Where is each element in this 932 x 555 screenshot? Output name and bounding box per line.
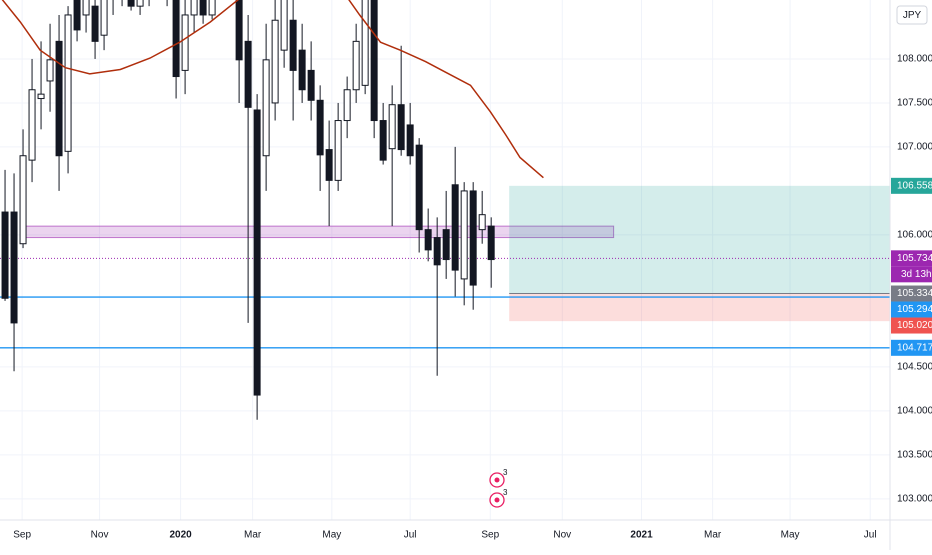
event-dot [494, 497, 500, 503]
candle-body [343, 89, 351, 122]
candle-body [370, 0, 378, 122]
y-tick-label: 106.000 [897, 230, 932, 241]
moving-average [1, 0, 544, 179]
x-tick-label: May [781, 530, 800, 541]
candle-body [28, 89, 36, 161]
price-label: 105.294 [897, 304, 932, 315]
candle-body [262, 59, 270, 157]
event-dot [494, 477, 500, 483]
candle-body [244, 40, 252, 108]
candle-body [271, 19, 279, 104]
x-tick-label: Jul [864, 530, 877, 541]
candle-body [352, 40, 360, 91]
y-tick-label: 104.000 [897, 406, 932, 417]
candle-body [136, 0, 144, 7]
candle-body [10, 211, 18, 324]
candle-body [469, 190, 477, 286]
candle-body [1, 211, 9, 299]
candle-body [73, 0, 81, 31]
event-count: 3 [503, 468, 508, 477]
price-label: 104.717 [897, 342, 932, 353]
x-tick-label: Sep [13, 530, 31, 541]
candle-body [451, 184, 459, 271]
candle-body [307, 69, 315, 101]
price-label: 105.020 [897, 320, 932, 331]
candle-body [379, 120, 387, 161]
candle-body [127, 0, 135, 7]
x-tick-label: Jul [404, 530, 417, 541]
price-label-box [891, 250, 932, 267]
price-label-box [891, 301, 932, 318]
candle-body [325, 149, 333, 181]
y-tick-label: 107.000 [897, 142, 932, 153]
y-tick-label: 108.000 [897, 54, 932, 65]
axes: Sep Nov 2020 Mar May Jul Sep Nov 2021 Mar May Jul 10… [13, 54, 932, 541]
currency-label: JPY [903, 10, 922, 21]
price-label: 105.734 [897, 253, 932, 264]
x-tick-label: 2021 [630, 530, 653, 541]
grid [0, 0, 890, 520]
candle-body [100, 0, 108, 36]
price-label: 106.558 [897, 180, 932, 191]
candle-body [424, 229, 432, 251]
candle-body [199, 0, 207, 16]
candle-body [298, 49, 306, 91]
candle-body [172, 0, 180, 78]
candle-body [478, 214, 486, 231]
x-tick-label: Mar [704, 530, 722, 541]
candle-body [55, 40, 63, 157]
candle-body [460, 190, 468, 280]
position-profit [509, 185, 890, 294]
candle-body [190, 0, 198, 16]
y-tick-label: 103.500 [897, 450, 932, 461]
candle-body [289, 19, 297, 71]
x-tick-label: Nov [91, 530, 109, 541]
candle-body [280, 0, 288, 51]
currency-button[interactable] [896, 5, 928, 25]
countdown-label: 3d 13h [901, 269, 932, 280]
y-tick-label: 103.000 [897, 494, 932, 505]
candle-body [487, 225, 495, 261]
x-tick-label: May [322, 530, 341, 541]
candle-body [316, 99, 324, 156]
event-count: 3 [503, 488, 508, 497]
price-label-box [891, 177, 932, 194]
price-label-box [891, 285, 932, 302]
candle-body [37, 93, 45, 100]
candle-body [181, 14, 189, 71]
candle-body [253, 109, 261, 396]
y-tick-label: 104.500 [897, 362, 932, 373]
x-tick-label: Nov [553, 530, 571, 541]
candle-body [46, 59, 54, 82]
candle-body [19, 155, 27, 245]
candle-body [415, 144, 423, 231]
candle-body [82, 0, 90, 16]
candle-body [334, 120, 342, 181]
candle-body [388, 104, 396, 150]
price-label-box [891, 317, 932, 334]
x-tick-label: Sep [481, 530, 499, 541]
candle-body [397, 104, 405, 151]
countdown-box [891, 266, 932, 283]
candle-body [208, 0, 216, 16]
candle-body [361, 0, 369, 86]
candle-body [406, 124, 414, 157]
candle-body [433, 237, 441, 266]
candle-body [235, 0, 243, 61]
candle-body [442, 229, 450, 261]
price-label-box [891, 339, 932, 356]
position-loss [509, 293, 890, 322]
x-tick-label: 2020 [169, 530, 192, 541]
x-tick-label: Mar [244, 530, 262, 541]
candle-body [64, 14, 72, 152]
plot-area [0, 0, 890, 420]
price-label: 105.334 [897, 288, 932, 299]
y-tick-label: 107.500 [897, 98, 932, 109]
candle-body [91, 5, 99, 42]
